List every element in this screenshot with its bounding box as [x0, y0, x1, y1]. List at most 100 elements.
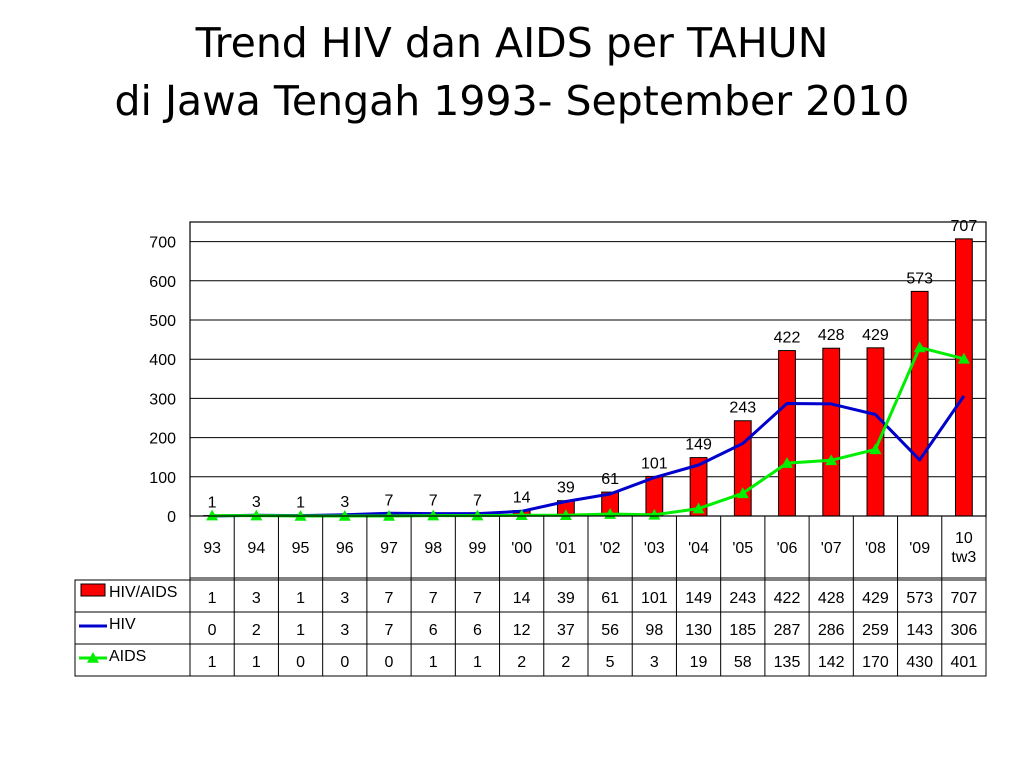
table-cell: 429: [862, 590, 889, 607]
category-label: 96: [336, 540, 354, 557]
table-cell: 286: [818, 622, 845, 639]
series-marker: [648, 508, 661, 520]
data-label: 1: [296, 495, 305, 512]
table-cell: 101: [641, 590, 668, 607]
table-cell: 149: [685, 590, 712, 607]
table-cell: 1: [296, 622, 305, 639]
table-cell: 1: [252, 654, 261, 671]
table-cell: 135: [774, 654, 801, 671]
table-cell: 2: [561, 654, 570, 671]
series-marker: [206, 509, 219, 521]
table-cell: 1: [429, 654, 438, 671]
series-marker: [692, 502, 705, 514]
table-cell: 7: [385, 590, 394, 607]
table-cell: 3: [252, 590, 261, 607]
category-label: 97: [380, 540, 398, 557]
category-label: '06: [777, 540, 798, 557]
table-cell: 1: [473, 654, 482, 671]
y-tick-label: 400: [149, 352, 176, 369]
table-cell: 12: [513, 622, 531, 639]
data-label: 39: [557, 480, 575, 497]
series-marker: [825, 454, 838, 466]
title-line-1: Trend HIV dan AIDS per TAHUN: [195, 19, 829, 67]
table-cell: 0: [296, 654, 305, 671]
category-label: '02: [600, 540, 621, 557]
table-cell: 3: [650, 654, 659, 671]
data-label: 428: [818, 327, 845, 344]
category-label: tw3: [951, 549, 976, 566]
table-cell: 58: [734, 654, 752, 671]
table-cell: 6: [429, 622, 438, 639]
data-label: 422: [774, 330, 801, 347]
table-cell: 707: [951, 590, 978, 607]
table-cell: 14: [513, 590, 531, 607]
data-label: 573: [906, 270, 933, 287]
table-cell: 142: [818, 654, 845, 671]
table-cell: 422: [774, 590, 801, 607]
category-label: '00: [511, 540, 532, 557]
legend-entry: HIV/AIDS: [109, 584, 177, 601]
table-cell: 6: [473, 622, 482, 639]
data-label: 7: [473, 492, 482, 509]
table-cell: 61: [601, 590, 619, 607]
category-label: '05: [732, 540, 753, 557]
y-tick-label: 700: [149, 235, 176, 252]
data-table: [74, 579, 987, 677]
legend-entry: AIDS: [109, 648, 146, 665]
category-label: 95: [292, 540, 310, 557]
bar: [822, 347, 841, 517]
table-cell: 259: [862, 622, 889, 639]
y-tick-label: 200: [149, 431, 176, 448]
data-label: 429: [862, 327, 889, 344]
table-cell: 39: [557, 590, 575, 607]
table-cell: 287: [774, 622, 801, 639]
legend-key-marker: [87, 652, 99, 663]
table-cell: 7: [473, 590, 482, 607]
y-tick-label: 100: [149, 470, 176, 487]
series-marker: [913, 341, 926, 353]
series-marker: [781, 457, 793, 468]
table-cell: 243: [729, 590, 756, 607]
table-cell: 5: [606, 654, 615, 671]
data-label: 1: [208, 495, 217, 512]
slide-title: Trend HIV dan AIDS per TAHUN di Jawa Ten…: [0, 14, 1024, 130]
category-label: 93: [203, 540, 221, 557]
y-tick-label: 500: [149, 313, 176, 330]
table-cell: 401: [951, 654, 978, 671]
table-cell: 573: [906, 590, 933, 607]
series-marker: [559, 509, 572, 521]
table-cell: 428: [818, 590, 845, 607]
data-label: 149: [685, 437, 712, 454]
category-label: '03: [644, 540, 665, 557]
table-cell: 143: [906, 622, 933, 639]
category-label: 99: [469, 540, 487, 557]
bar: [954, 238, 973, 517]
table-cell: 0: [385, 654, 394, 671]
table-cell: 306: [951, 622, 978, 639]
series-marker: [736, 487, 749, 499]
plot-area: [190, 222, 986, 516]
data-label: 707: [951, 218, 978, 235]
category-label: '01: [555, 540, 576, 557]
data-label: 101: [641, 455, 668, 472]
table-cell: 3: [340, 622, 349, 639]
bar: [910, 290, 929, 517]
series-marker: [427, 509, 440, 521]
table-cell: 430: [906, 654, 933, 671]
table-cell: 185: [729, 622, 756, 639]
category-label: '08: [865, 540, 886, 557]
y-tick-label: 300: [149, 391, 176, 408]
table-cell: 19: [690, 654, 708, 671]
category-label: 94: [247, 540, 265, 557]
category-label: 10: [955, 530, 973, 547]
data-label: 7: [429, 492, 438, 509]
table-cell: 7: [385, 622, 394, 639]
table-cell: 3: [340, 590, 349, 607]
table-cell: 170: [862, 654, 889, 671]
data-label: 61: [601, 471, 619, 488]
category-label: '07: [821, 540, 842, 557]
title-line-2: di Jawa Tengah 1993- September 2010: [114, 77, 910, 125]
y-tick-label: 600: [149, 274, 176, 291]
bar: [733, 420, 752, 517]
